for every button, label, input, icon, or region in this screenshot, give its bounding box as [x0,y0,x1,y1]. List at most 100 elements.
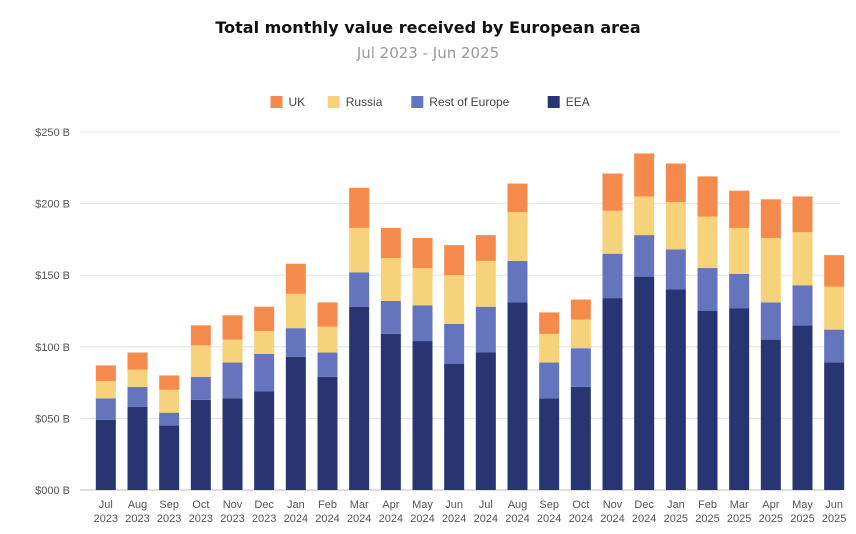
x-tick-label-month: Nov [223,499,243,511]
bar-segment-russia [222,339,243,363]
x-tick-label-month: Jan [667,499,685,511]
bar-segment-uk [349,187,370,228]
bar-segment-uk [380,227,401,259]
x-tick-label-year: 2023 [125,513,149,525]
bar-segment-russia [349,227,370,273]
x-tick-label-year: 2023 [189,513,213,525]
bar-segment-russia [792,232,813,286]
bar-segment-russia [602,210,623,254]
x-tick-label-year: 2024 [315,513,339,525]
x-tick-label-month: Aug [508,499,528,511]
x-tick-label-year: 2024 [569,513,593,525]
bar-segment-rest-of-europe [222,362,243,399]
bar-segment-eea [539,398,560,490]
x-tick-label-year: 2025 [790,513,814,525]
x-tick-label-month: Apr [382,499,399,511]
x-tick-label-month: Feb [698,499,717,511]
bar-segment-eea [127,406,148,490]
x-tick-label-year: 2023 [252,513,276,525]
bar-segment-uk [412,237,433,269]
bar-segment-eea [665,289,686,490]
x-tick-label-year: 2024 [347,513,371,525]
y-tick-label: $000 B [35,485,70,497]
x-tick-label-year: 2024 [410,513,434,525]
bar-segment-uk [317,302,338,327]
bar-segment-uk [792,196,813,233]
bar-segment-russia [570,319,591,349]
bar-segment-eea [602,298,623,490]
bar-segment-eea [507,302,528,490]
bar-segment-russia [824,286,845,330]
bar-segment-russia [95,381,116,399]
x-tick-label-year: 2023 [220,513,244,525]
bar-segment-russia [317,326,338,353]
bar-segment-rest-of-europe [380,300,401,334]
bar-segment-eea [444,363,465,490]
bar-segment-rest-of-europe [570,348,591,387]
bar-segment-russia [127,369,148,387]
bar-segment-uk [729,190,750,228]
bar-segment-russia [412,268,433,306]
bar-segment-eea [222,398,243,490]
bar-segment-eea [760,339,781,490]
bar-segment-rest-of-europe [95,398,116,420]
legend-swatch [327,96,340,108]
bar-segment-russia [634,196,655,236]
x-tick-label-month: Jan [287,499,305,511]
legend-swatch [411,96,424,108]
x-tick-label-year: 2025 [759,513,783,525]
bar-segment-rest-of-europe [760,302,781,340]
bar-segment-russia [444,275,465,324]
x-tick-label-month: Nov [603,499,623,511]
x-tick-label-month: Oct [572,499,589,511]
x-tick-label-month: Jun [825,499,843,511]
bar-segment-eea [285,356,306,490]
bar-segment-uk [760,199,781,238]
legend-label: EEA [566,95,590,109]
bar-segment-rest-of-europe [539,362,560,399]
bar-segment-russia [285,293,306,329]
bar-segment-eea [317,376,338,490]
bar-segment-rest-of-europe [697,268,718,311]
bar-segment-russia [159,389,180,413]
bar-segment-eea [412,341,433,490]
bar-segment-rest-of-europe [190,376,211,400]
bar-segment-russia [507,212,528,261]
bar-segment-eea [95,419,116,490]
bar-segment-uk [539,312,560,334]
bar-segment-russia [665,202,686,250]
bar-segment-russia [190,345,211,377]
bar-segment-eea [697,311,718,490]
bar-segment-uk [602,173,623,211]
bar-segment-uk [190,325,211,346]
bar-segment-uk [127,352,148,370]
bar-segment-russia [254,331,275,354]
x-tick-label-month: Jun [445,499,463,511]
x-tick-label-year: 2024 [632,513,656,525]
bar-segment-uk [285,263,306,294]
x-tick-label-month: May [412,499,433,511]
x-tick-label-year: 2024 [284,513,308,525]
x-tick-label-year: 2024 [379,513,403,525]
bar-segment-russia [760,237,781,303]
legend-label: Rest of Europe [429,95,509,109]
bar-segment-eea [190,399,211,490]
x-tick-label-month: Mar [730,499,749,511]
bar-segment-russia [697,216,718,269]
bar-segment-rest-of-europe [159,412,180,426]
bar-segment-russia [729,227,750,274]
bar-segment-eea [570,386,591,490]
bar-segment-uk [254,306,275,332]
bar-segment-uk [475,235,496,261]
x-tick-label-year: 2025 [727,513,751,525]
x-tick-label-month: Jul [99,499,113,511]
bar-segment-uk [697,176,718,217]
bar-segment-eea [380,333,401,490]
bar-segment-rest-of-europe [602,253,623,299]
x-tick-label-year: 2024 [474,513,498,525]
legend-label: Russia [346,95,383,109]
bar-segment-uk [634,153,655,197]
bar-segment-uk [95,365,116,382]
bar-segment-rest-of-europe [444,323,465,364]
